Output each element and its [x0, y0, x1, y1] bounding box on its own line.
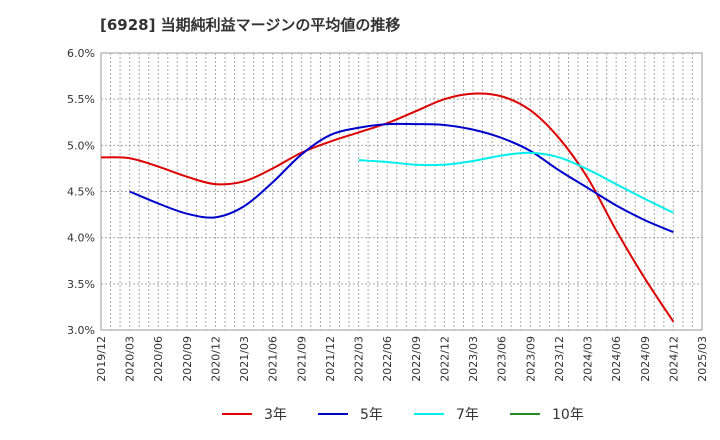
x-tick-label: 2020/12 [209, 336, 222, 382]
x-tick-label: 2021/12 [324, 336, 337, 382]
x-tick-label: 2020/03 [124, 336, 137, 382]
legend-label: 7年 [456, 407, 479, 423]
x-tick-label: 2023/06 [496, 336, 509, 382]
y-tick-label: 6.0% [67, 47, 95, 60]
x-tick-label: 2025/03 [696, 336, 709, 382]
x-tick-label: 2022/06 [381, 336, 394, 382]
x-tick-label: 2022/12 [438, 336, 451, 382]
x-tick-label: 2024/09 [639, 336, 652, 382]
x-tick-label: 2020/06 [152, 336, 165, 382]
x-tick-label: 2021/03 [238, 336, 251, 382]
x-tick-label: 2020/09 [181, 336, 194, 382]
x-tick-label: 2021/06 [267, 336, 280, 382]
legend-label: 10年 [552, 407, 584, 423]
y-tick-label: 3.5% [67, 278, 95, 291]
x-tick-label: 2024/12 [667, 336, 680, 382]
y-gridlines [101, 98, 702, 285]
y-tick-label: 4.5% [67, 186, 95, 199]
legend: 3年 5年 7年 10年 [222, 407, 584, 423]
y-tick-label: 4.0% [67, 232, 95, 245]
series-lines [100, 92, 675, 323]
x-tick-label: 2022/09 [410, 336, 423, 382]
x-tick-label: 2023/03 [467, 336, 480, 382]
x-tick-label: 2019/12 [95, 336, 108, 382]
legend-label: 5年 [360, 407, 383, 423]
series-line-2 [358, 151, 674, 214]
y-tick-label: 3.0% [67, 324, 95, 337]
x-tick-label: 2021/09 [295, 336, 308, 382]
x-tick-label: 2023/09 [524, 336, 537, 382]
y-tick-label: 5.0% [67, 139, 95, 152]
y-axis-labels: 3.0% 3.5% 4.0% 4.5% 5.0% 5.5% 6.0% [67, 47, 95, 337]
x-axis-labels: 2019/12 2020/03 2020/06 2020/09 2020/12 2021/… [95, 336, 709, 382]
y-tick-label: 5.5% [67, 93, 95, 106]
x-tick-label: 2023/12 [553, 336, 566, 382]
legend-label: 3年 [264, 407, 287, 423]
x-tick-label: 2024/06 [610, 336, 623, 382]
x-tick-label: 2022/03 [353, 336, 366, 382]
series-line-1 [129, 122, 674, 234]
chart-title: [6928] 当期純利益マージンの平均値の推移 [100, 16, 401, 34]
x-tick-label: 2024/03 [582, 336, 595, 382]
